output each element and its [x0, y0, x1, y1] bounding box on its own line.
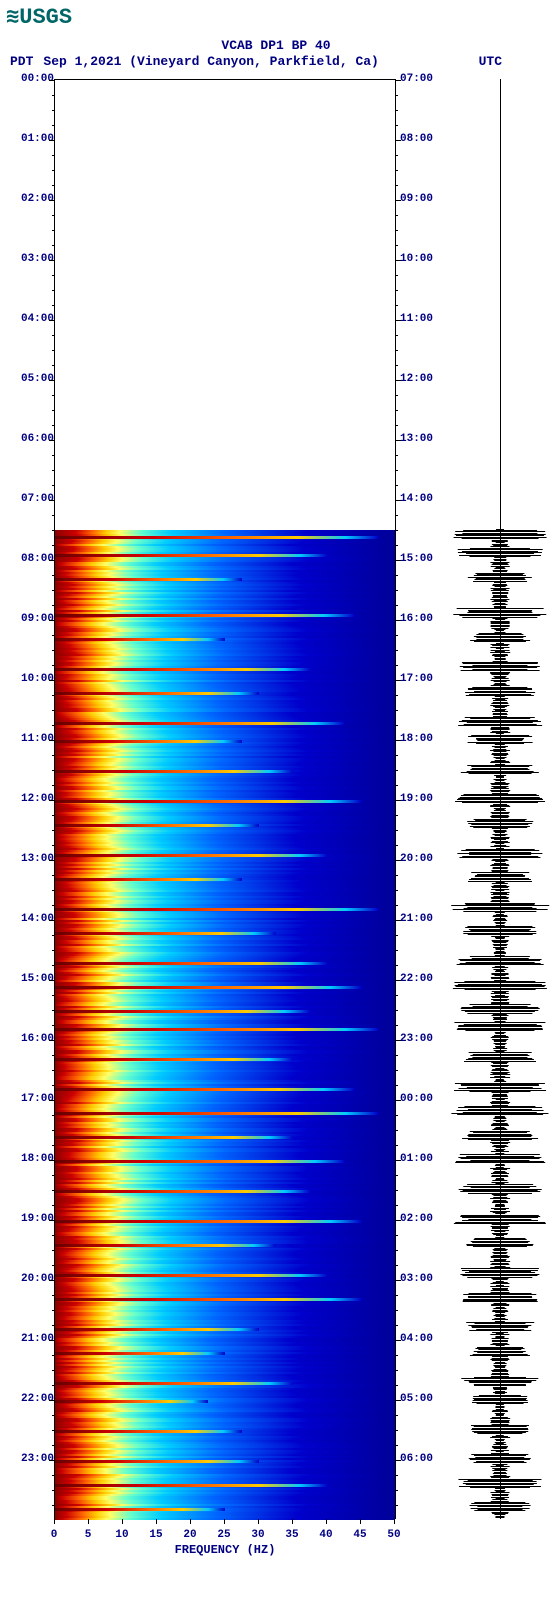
x-tick-label: 5 [85, 1529, 92, 1541]
logo-text: USGS [19, 5, 72, 30]
time-label-left: 16:00 [10, 1033, 54, 1045]
time-label-left: 00:00 [10, 73, 54, 85]
time-label-left: 10:00 [10, 673, 54, 685]
tz-left-label: PDT [10, 54, 33, 69]
main-plot-column: 05101520253035404550 FREQUENCY (HZ) [54, 79, 396, 1557]
logo-waves-icon: ≋ [6, 4, 15, 30]
x-tick-label: 30 [251, 1529, 264, 1541]
x-tick-label: 20 [183, 1529, 196, 1541]
time-label-left: 08:00 [10, 553, 54, 565]
station-date: Sep 1,2021 (Vineyard Canyon, Parkfield, … [33, 54, 478, 69]
seismic-trace [460, 79, 540, 1519]
y-axis-left-labels: 00:0001:0002:0003:0004:0005:0006:0007:00… [10, 79, 54, 1519]
time-label-right: 06:00 [400, 1453, 446, 1465]
time-label-right: 09:00 [400, 193, 446, 205]
time-label-right: 03:00 [400, 1273, 446, 1285]
time-label-left: 23:00 [10, 1453, 54, 1465]
x-tick-label: 35 [285, 1529, 298, 1541]
time-label-right: 08:00 [400, 133, 446, 145]
time-label-right: 18:00 [400, 733, 446, 745]
time-label-right: 22:00 [400, 973, 446, 985]
x-axis-ticks [54, 1519, 396, 1529]
time-label-left: 13:00 [10, 853, 54, 865]
time-label-left: 03:00 [10, 253, 54, 265]
x-tick-label: 40 [319, 1529, 332, 1541]
time-label-right: 21:00 [400, 913, 446, 925]
time-label-left: 21:00 [10, 1333, 54, 1345]
x-tick-label: 45 [353, 1529, 366, 1541]
time-label-left: 22:00 [10, 1393, 54, 1405]
time-label-left: 11:00 [10, 733, 54, 745]
time-label-right: 20:00 [400, 853, 446, 865]
y-axis-right-labels: 07:0008:0009:0010:0011:0012:0013:0014:00… [396, 79, 442, 1519]
time-label-right: 15:00 [400, 553, 446, 565]
time-label-left: 17:00 [10, 1093, 54, 1105]
time-label-right: 07:00 [400, 73, 446, 85]
time-label-right: 00:00 [400, 1093, 446, 1105]
time-label-left: 12:00 [10, 793, 54, 805]
spectrogram [54, 79, 396, 1519]
chart-title: VCAB DP1 BP 40 [0, 38, 552, 54]
time-label-right: 17:00 [400, 673, 446, 685]
time-label-left: 15:00 [10, 973, 54, 985]
x-axis-title: FREQUENCY (HZ) [54, 1543, 396, 1557]
usgs-logo: ≋ USGS [0, 0, 552, 32]
time-label-right: 01:00 [400, 1153, 446, 1165]
time-label-right: 16:00 [400, 613, 446, 625]
tz-right-label: UTC [479, 54, 502, 69]
title-subline: PDT Sep 1,2021 (Vineyard Canyon, Parkfie… [0, 54, 552, 69]
time-label-left: 19:00 [10, 1213, 54, 1225]
time-label-left: 09:00 [10, 613, 54, 625]
time-label-left: 01:00 [10, 133, 54, 145]
time-label-left: 14:00 [10, 913, 54, 925]
time-label-right: 12:00 [400, 373, 446, 385]
time-label-right: 14:00 [400, 493, 446, 505]
title-line1: VCAB DP1 BP 40 [0, 38, 552, 54]
time-label-right: 04:00 [400, 1333, 446, 1345]
plot-container: 00:0001:0002:0003:0004:0005:0006:0007:00… [10, 79, 542, 1557]
time-label-left: 04:00 [10, 313, 54, 325]
time-label-right: 02:00 [400, 1213, 446, 1225]
time-label-left: 06:00 [10, 433, 54, 445]
time-label-left: 18:00 [10, 1153, 54, 1165]
x-tick-label: 10 [115, 1529, 128, 1541]
x-tick-label: 50 [387, 1529, 400, 1541]
time-label-right: 11:00 [400, 313, 446, 325]
x-tick-label: 0 [51, 1529, 58, 1541]
time-label-right: 23:00 [400, 1033, 446, 1045]
time-label-right: 05:00 [400, 1393, 446, 1405]
time-label-left: 05:00 [10, 373, 54, 385]
x-tick-label: 25 [217, 1529, 230, 1541]
time-label-left: 02:00 [10, 193, 54, 205]
time-label-left: 20:00 [10, 1273, 54, 1285]
time-label-right: 10:00 [400, 253, 446, 265]
x-tick-label: 15 [149, 1529, 162, 1541]
time-label-left: 07:00 [10, 493, 54, 505]
time-label-right: 19:00 [400, 793, 446, 805]
x-axis-labels: 05101520253035404550 [54, 1529, 396, 1543]
time-label-right: 13:00 [400, 433, 446, 445]
